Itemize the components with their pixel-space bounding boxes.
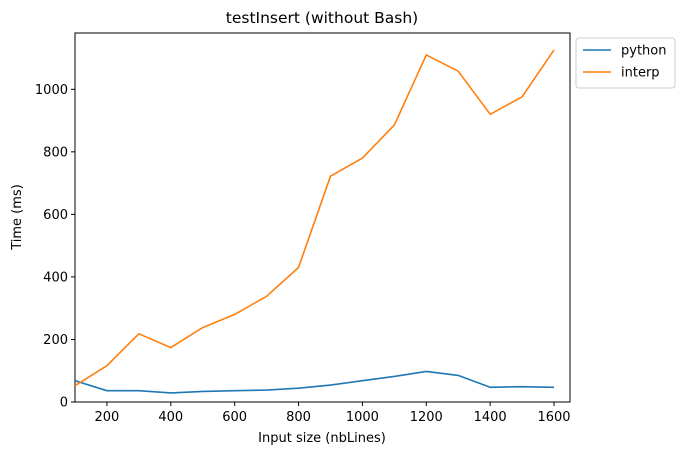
series-group: [74, 49, 555, 394]
y-tick-label: 800: [43, 145, 68, 160]
y-tick-label: 1000: [35, 83, 68, 98]
y-tick-label: 400: [43, 270, 68, 285]
series-line-interp: [74, 49, 555, 387]
legend: python interp: [575, 37, 676, 89]
x-axis: 200 400 600 800 1000 1200 1400 1600: [95, 402, 571, 425]
x-axis-label: Input size (nbLines): [258, 431, 386, 446]
plot-area: [74, 32, 571, 403]
x-tick-label: 1400: [474, 410, 507, 425]
legend-label-interp: interp: [621, 66, 660, 81]
x-tick-label: 1000: [346, 410, 379, 425]
y-axis: 0 200 400 600 800 1000: [35, 83, 75, 411]
y-tick-label: 200: [43, 333, 68, 348]
plot-frame: [74, 32, 571, 403]
x-tick-label: 400: [158, 410, 183, 425]
x-tick-label: 1600: [537, 410, 570, 425]
legend-label-python: python: [621, 44, 666, 59]
x-tick-label: 600: [222, 410, 247, 425]
x-tick-label: 200: [95, 410, 120, 425]
y-tick-label: 600: [43, 208, 68, 223]
y-axis-label: Time (ms): [10, 184, 25, 251]
x-tick-label: 800: [286, 410, 311, 425]
chart-title: testInsert (without Bash): [226, 9, 418, 27]
x-tick-label: 1200: [410, 410, 443, 425]
y-tick-label: 0: [60, 396, 68, 411]
series-line-python: [74, 370, 555, 394]
